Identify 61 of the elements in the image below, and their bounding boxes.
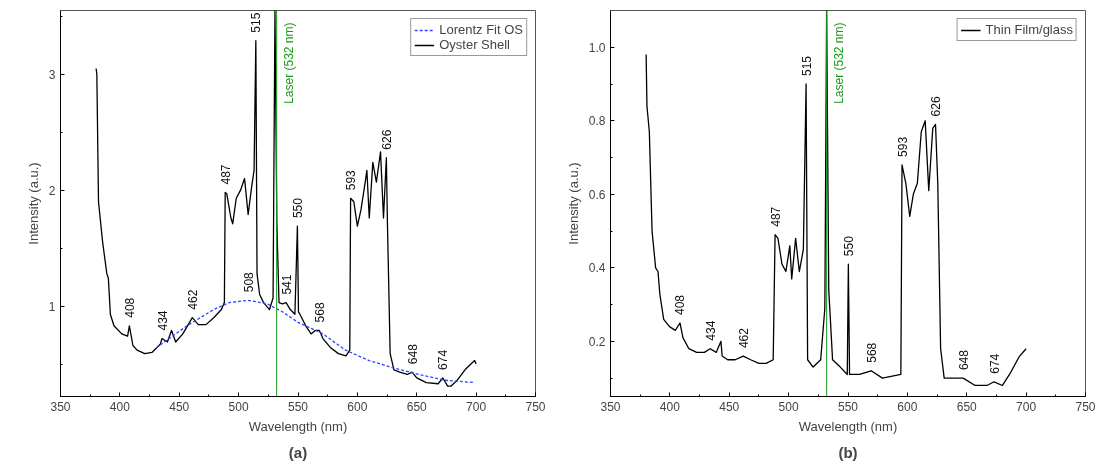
annotation: 568 [864, 342, 879, 363]
annotation: 515 [249, 12, 264, 33]
annotation: 550 [841, 235, 856, 257]
annotation: 626 [929, 96, 944, 117]
annotation: 434 [155, 310, 170, 331]
x-tick-label: 700 [466, 399, 487, 414]
annotation: 508 [241, 271, 256, 293]
annotation: 648 [405, 343, 420, 365]
annotation: 487 [768, 206, 783, 227]
annotation: 593 [895, 136, 910, 157]
ref-line-label: Laser (532 nm) [831, 22, 846, 104]
x-tick-label: 350 [600, 399, 621, 414]
annotation: 462 [736, 327, 751, 349]
x-tick-label: 650 [406, 399, 428, 414]
x-tick-label: 750 [1075, 399, 1096, 414]
x-tick-label: 600 [347, 399, 368, 414]
y-tick-label: 0.4 [588, 261, 606, 276]
x-tick-label: 550 [287, 399, 309, 414]
x-tick-label: 450 [169, 399, 190, 414]
x-tick-label: 500 [778, 399, 799, 414]
x-axis-title: Wavelength (nm) [798, 418, 898, 434]
x-tick-label: 500 [228, 399, 249, 414]
annotation: 434 [703, 320, 718, 341]
annotation: 674 [987, 353, 1002, 374]
annotation: 462 [185, 289, 200, 310]
x-tick-label: 350 [50, 399, 71, 414]
y-tick-label: 0.8 [588, 114, 606, 129]
x-tick-label: 400 [659, 399, 681, 414]
y-axis-title: Intensity (a.u.) [565, 162, 581, 245]
annotation: 487 [218, 164, 233, 185]
y-axis-title: Intensity (a.u.) [25, 162, 41, 245]
legend-label: Thin Film/glass [985, 22, 1073, 37]
ref-line-label: Laser (532 nm) [281, 22, 296, 104]
x-tick-label: 750 [525, 399, 546, 414]
annotation: 648 [956, 349, 971, 371]
y-tick-label: 0.2 [588, 334, 606, 349]
annotation: 408 [122, 297, 137, 318]
legend-label: Oyster Shell [439, 37, 510, 52]
y-tick-label: 2 [48, 183, 56, 198]
x-axis-title: Wavelength (nm) [248, 418, 348, 434]
text: (b) [838, 443, 858, 461]
x-tick-label: 400 [109, 399, 131, 414]
annotation: 515 [799, 55, 814, 77]
y-tick-label: 1 [48, 299, 56, 314]
annotation: 550 [290, 197, 305, 219]
x-tick-label: 600 [897, 399, 918, 414]
annotation: 408 [673, 294, 688, 315]
x-tick-label: 700 [1016, 399, 1037, 414]
x-tick-label: 650 [956, 399, 978, 414]
annotation: 674 [436, 349, 451, 370]
text: (a) [288, 443, 308, 461]
y-tick-label: 3 [48, 67, 56, 82]
annotation: 593 [344, 169, 359, 191]
annotation: 541 [279, 274, 294, 295]
x-tick-label: 450 [719, 399, 740, 414]
legend-label: Lorentz Fit OS [439, 22, 523, 37]
y-tick-label: 1.0 [588, 40, 606, 55]
x-tick-label: 550 [837, 399, 859, 414]
annotation: 568 [312, 302, 327, 323]
annotation: 626 [379, 129, 394, 150]
y-tick-label: 0.6 [588, 187, 606, 202]
